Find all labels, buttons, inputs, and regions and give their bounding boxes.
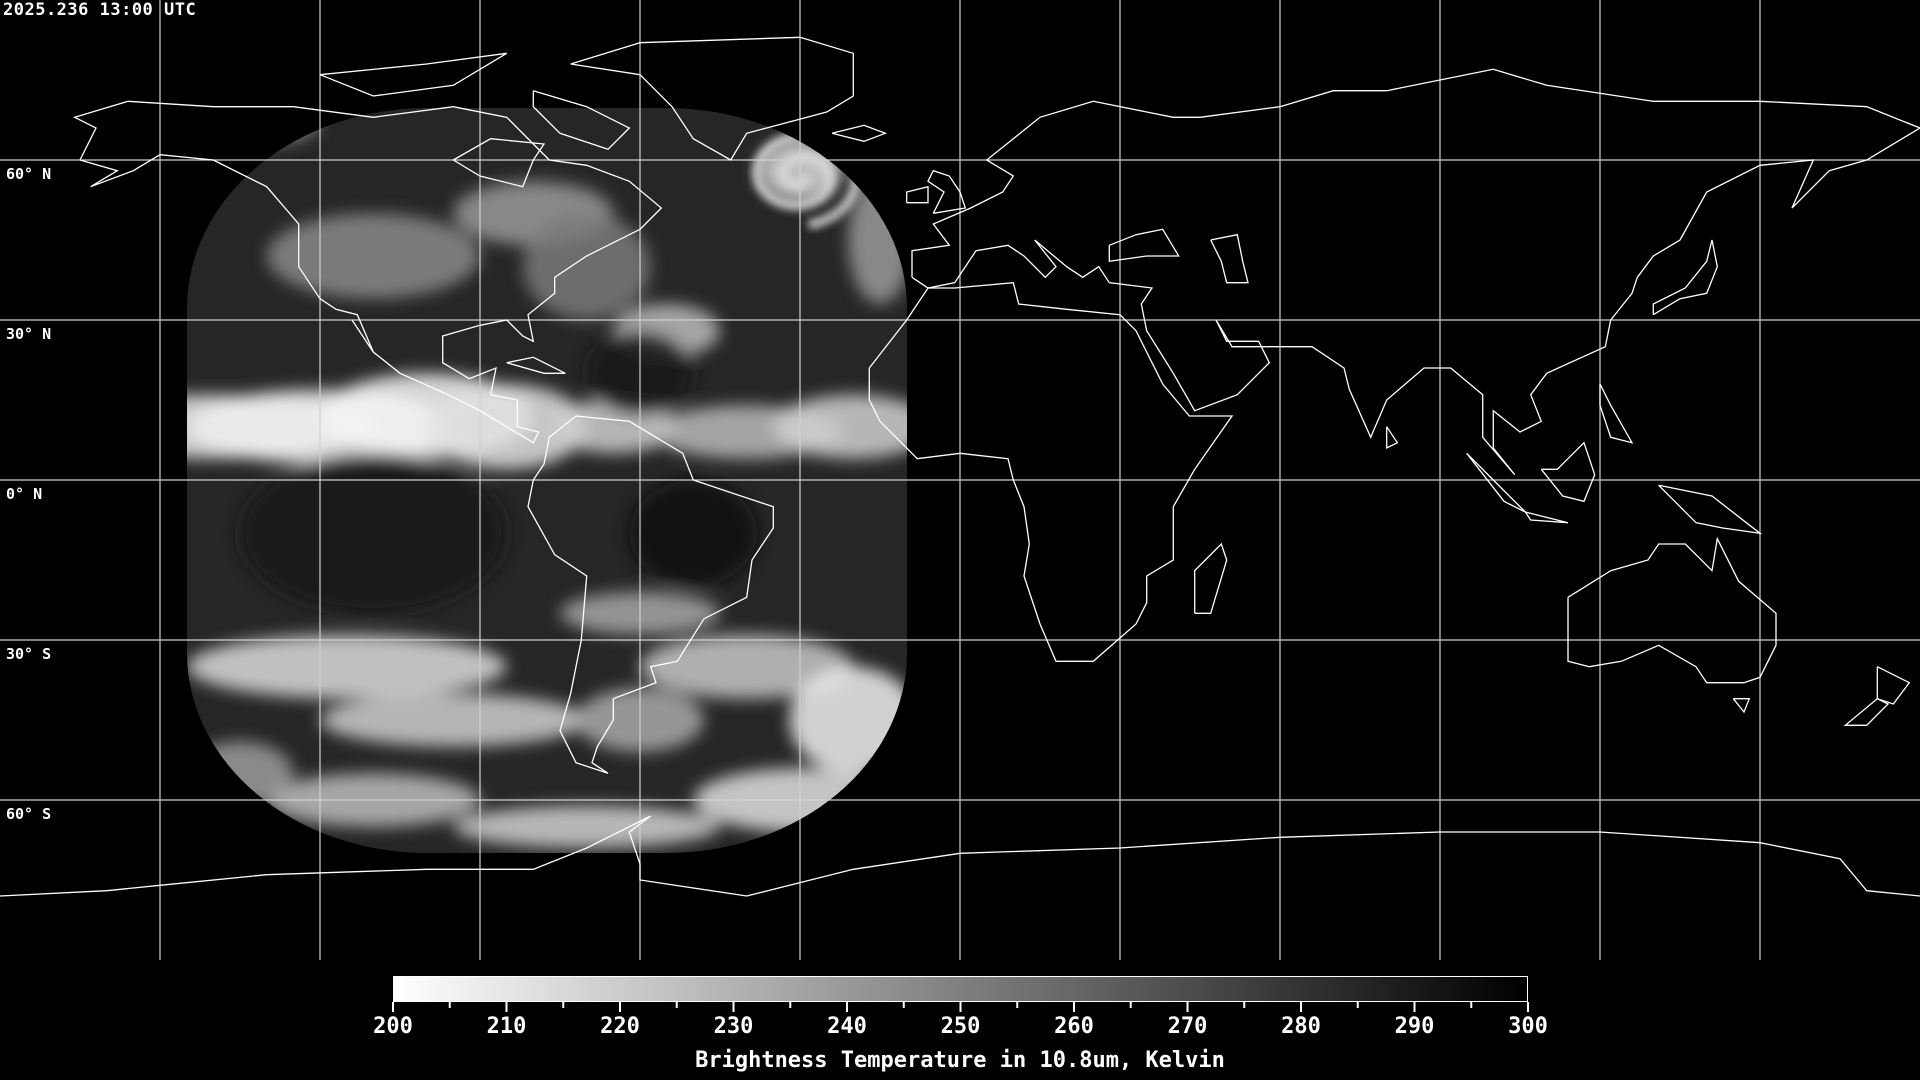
- colorbar-tick-label: 300: [1508, 1014, 1548, 1039]
- coastline-eurasia: [911, 68, 1920, 476]
- coastline-philippines: [1599, 383, 1634, 444]
- timestamp: 2025.236 13:00 UTC: [3, 0, 197, 20]
- cloud-feature: [789, 666, 907, 774]
- colorbar-tick-label: 230: [713, 1014, 754, 1039]
- coastline-iceland: [831, 124, 888, 142]
- coastline-black-sea: [1108, 228, 1180, 263]
- coastlines: [0, 36, 1920, 897]
- coastline-sri-lanka: [1386, 426, 1399, 450]
- coastline-north-america: [72, 100, 663, 444]
- coastline-africa: [868, 282, 1234, 662]
- coastline-new-guinea: [1658, 484, 1763, 535]
- cloud-feature: [453, 805, 720, 849]
- coastline-new-zealand: [1876, 666, 1911, 705]
- lat-label-30n: 30° N: [6, 325, 52, 343]
- colorbar-tick-label: 290: [1394, 1014, 1435, 1039]
- coastline-uk: [927, 169, 967, 214]
- cloud-feature: [320, 693, 587, 747]
- coastline-antarctica: [0, 815, 1920, 897]
- lat-label-60s: 60° S: [6, 805, 52, 823]
- colorbar-title: Brightness Temperature in 10.8um, Kelvin: [695, 1048, 1225, 1073]
- colorbar-ticks: [392, 1002, 1529, 1012]
- coastline-greenland: [570, 36, 854, 161]
- graticule: [0, 0, 1920, 960]
- cloud-feature: [629, 479, 758, 587]
- coastline-madagascar: [1194, 542, 1228, 614]
- coastline-baffin: [532, 90, 631, 151]
- cloud-feature: [240, 453, 507, 614]
- lat-label-0n: 0° N: [6, 485, 43, 503]
- colorbar-tick-label: 280: [1281, 1014, 1321, 1039]
- coastline-sumatra: [1466, 452, 1526, 513]
- coastline-borneo: [1540, 441, 1596, 503]
- coastline-hudson-bay: [452, 138, 546, 188]
- cloud-feature: [187, 634, 507, 699]
- cloud-feature: [187, 741, 294, 806]
- cloud-feature: [773, 394, 907, 459]
- colorbar-tick-label: 200: [373, 1014, 413, 1039]
- satellite-ir-image: [187, 108, 907, 853]
- coastline-ireland: [906, 185, 929, 204]
- colorbar-tick-label: 260: [1054, 1014, 1094, 1039]
- colorbar: [393, 976, 1528, 1002]
- coastline-australia: [1567, 536, 1777, 684]
- coastline-japan: [1652, 239, 1718, 316]
- coastline-arctic-islands: [319, 52, 508, 97]
- colorbar-tick-label: 220: [600, 1014, 640, 1039]
- colorbar-tick-label: 250: [940, 1014, 981, 1039]
- lat-label-30s: 30° S: [6, 645, 52, 663]
- coastline-new-zealand-south: [1843, 698, 1890, 726]
- coastline-tasmania: [1732, 698, 1751, 714]
- colorbar-tick-label: 270: [1167, 1014, 1208, 1039]
- coastline-caspian: [1210, 233, 1249, 284]
- colorbar-tick-label: 210: [486, 1014, 527, 1039]
- satellite-map: [0, 0, 1920, 960]
- coastline-java: [1524, 511, 1569, 524]
- coastline-south-america: [527, 415, 774, 774]
- lat-label-60n: 60° N: [6, 165, 52, 183]
- colorbar-tick-label: 240: [827, 1014, 867, 1039]
- coastline-cuba: [506, 356, 566, 374]
